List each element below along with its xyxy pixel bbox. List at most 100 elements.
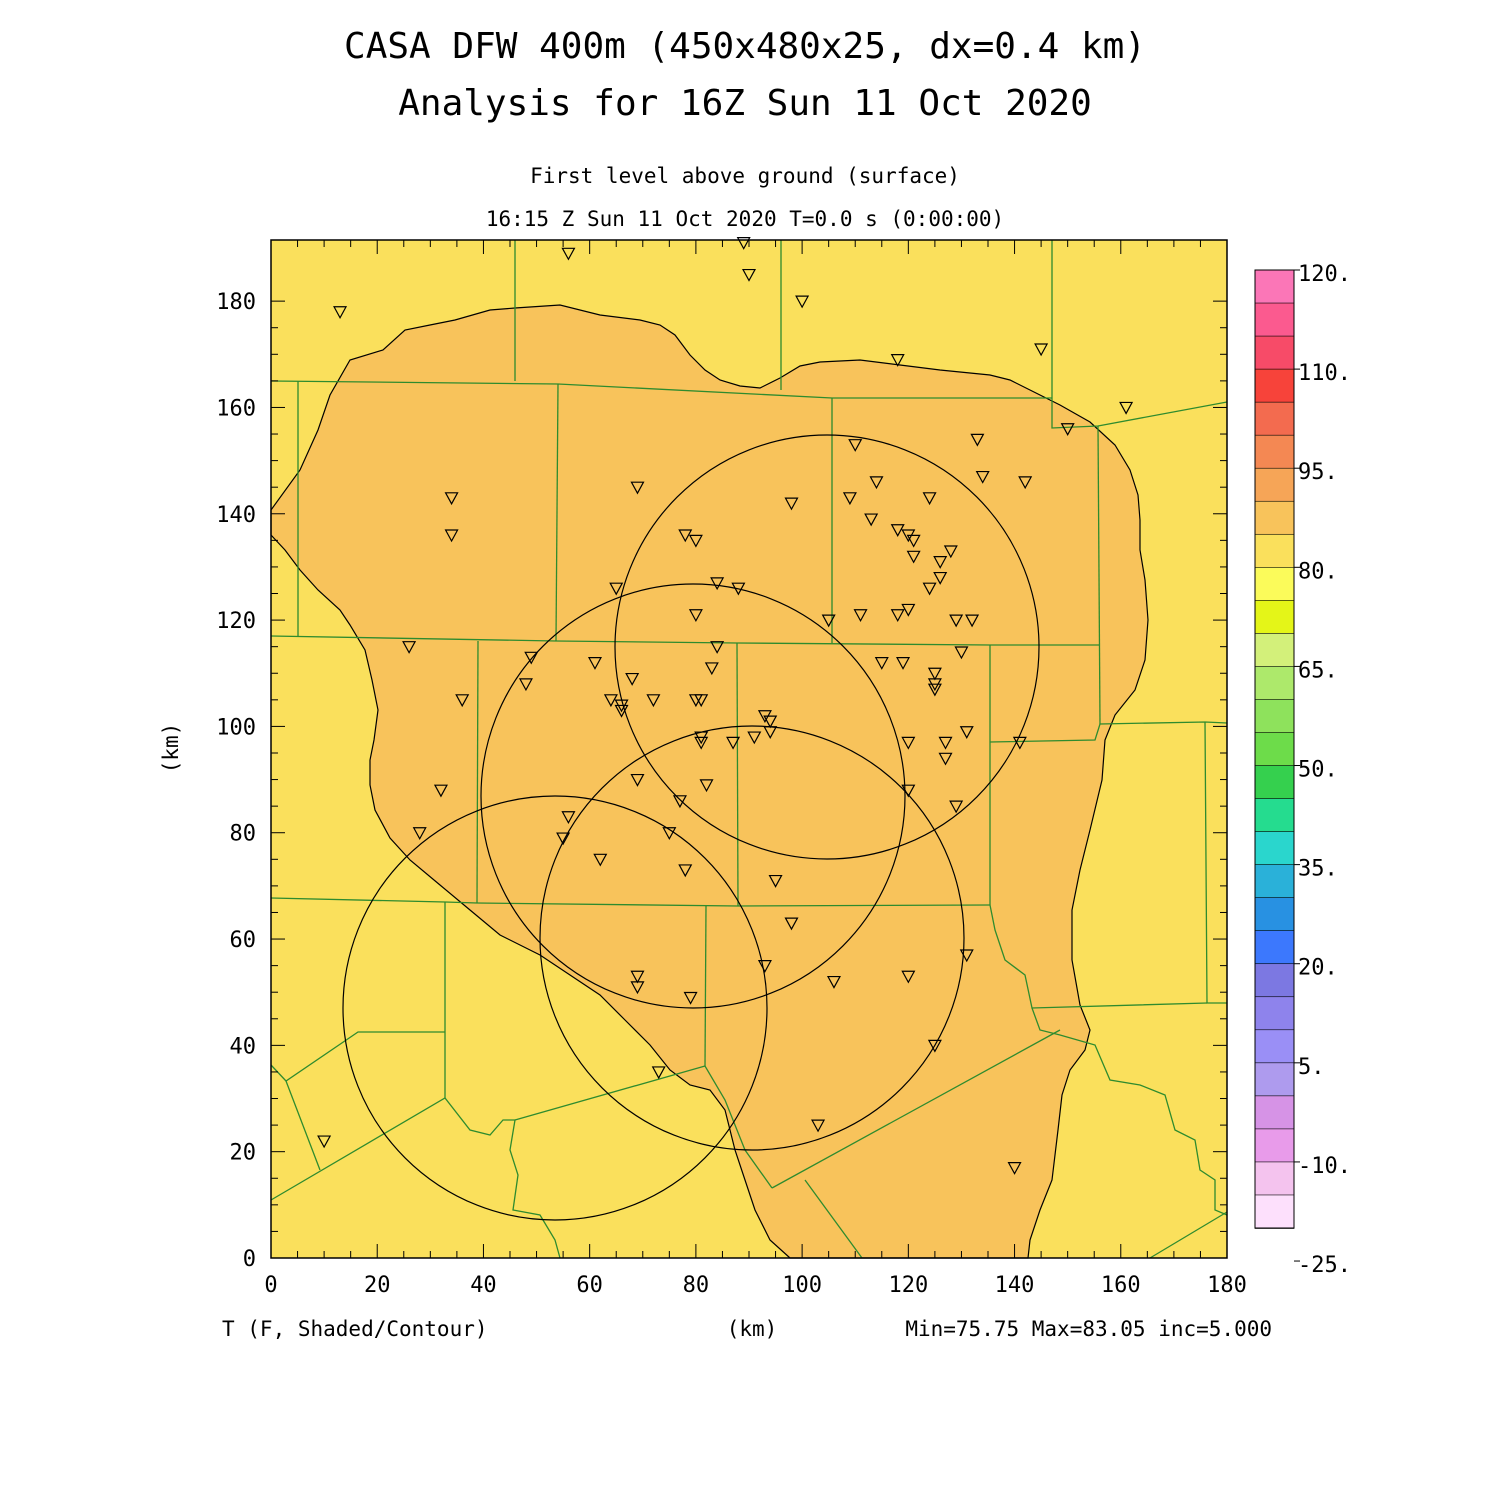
station-marker <box>1034 343 1049 357</box>
colorbar-swatch <box>1254 533 1295 569</box>
y-tick-label: 140 <box>216 503 256 528</box>
title-line-2: Analysis for 16Z Sun 11 Oct 2020 <box>398 83 1092 124</box>
range-ring <box>342 795 768 1221</box>
station-marker <box>678 529 693 543</box>
colorbar-swatch <box>1254 666 1295 701</box>
station-marker <box>768 874 783 888</box>
station-marker <box>1018 476 1033 490</box>
station-marker <box>795 295 810 309</box>
range-ring <box>614 434 1040 860</box>
colorbar-swatch <box>1254 831 1295 866</box>
station-marker <box>927 683 942 697</box>
station-marker <box>683 991 698 1005</box>
station-marker <box>726 736 741 750</box>
station-marker <box>890 524 905 537</box>
colorbar-swatch <box>1254 996 1295 1031</box>
station-marker <box>444 492 459 506</box>
colorbar-swatch <box>1254 567 1295 602</box>
station-marker <box>965 614 980 628</box>
station-marker <box>811 1119 826 1133</box>
station-marker <box>561 247 576 261</box>
station-marker <box>614 704 629 718</box>
y-tick-label: 160 <box>216 396 256 421</box>
station-marker <box>699 779 714 793</box>
station-marker <box>906 534 921 548</box>
colorbar: 120. 110. 95. 80. 65. 50. 35. 20. 5. -10. -25. <box>1254 262 1351 1278</box>
colorbar-swatch <box>1254 897 1295 932</box>
station-marker <box>954 646 969 660</box>
y-tick-label: 20 <box>230 1141 257 1166</box>
station-marker <box>906 550 921 564</box>
station-marker <box>333 306 348 320</box>
stats-label: Min=75.75 Max=83.05 inc=5.000 <box>905 1317 1272 1341</box>
station-marker <box>694 694 709 708</box>
station-marker <box>901 970 916 984</box>
y-tick-label: 80 <box>230 822 257 847</box>
colorbar-label: 50. <box>1298 758 1338 783</box>
colorbar-label: -10. <box>1298 1154 1351 1179</box>
x-tick-label: 100 <box>782 1273 822 1298</box>
colorbar-swatch <box>1254 633 1295 668</box>
y-tick-label: 0 <box>243 1247 256 1272</box>
station-marker <box>1060 423 1075 436</box>
x-tick-labels: 0 20 40 60 80 100 120 140 160 180 <box>264 1273 1247 1298</box>
station-marker <box>688 534 703 548</box>
station-marker <box>630 481 645 495</box>
station-marker <box>922 492 937 506</box>
station-marker <box>874 657 889 670</box>
station-marker <box>959 949 974 963</box>
station-marker <box>901 603 916 617</box>
x-tick-label: 20 <box>364 1273 391 1298</box>
x-tick-label: 60 <box>576 1273 603 1298</box>
x-tick-label: 140 <box>995 1273 1035 1298</box>
station-marker <box>603 694 618 708</box>
colorbar-swatch <box>1254 401 1295 436</box>
station-marker <box>625 672 640 686</box>
station-marker <box>688 609 703 623</box>
station-marker <box>890 609 905 623</box>
station-marker <box>890 354 905 367</box>
station-marker <box>949 614 964 628</box>
colorbar-label: 35. <box>1298 857 1338 882</box>
colorbar-swatch <box>1254 600 1295 635</box>
colorbar-swatch <box>1254 798 1295 833</box>
colorbar-label: 95. <box>1298 460 1338 485</box>
station-marker <box>853 609 868 623</box>
station-marker <box>922 582 937 596</box>
colorbar-swatch <box>1254 864 1295 899</box>
colorbar-label: -25. <box>1298 1253 1351 1278</box>
station-marker <box>1012 736 1027 750</box>
x-axis-label: (km) <box>727 1317 778 1341</box>
station-marker <box>747 731 762 745</box>
station-marker <box>933 571 948 585</box>
radar-range-rings <box>342 434 1040 1221</box>
field-label: T (F, Shaded/Contour) <box>222 1317 488 1341</box>
colorbar-swatch <box>1254 1062 1295 1097</box>
station-marker <box>651 1066 666 1080</box>
station-marker <box>784 497 799 511</box>
colorbar-swatch <box>1254 335 1295 370</box>
station-marker <box>842 492 857 506</box>
station-marker <box>630 773 645 787</box>
station-marker <box>630 981 645 995</box>
county-boundaries <box>270 240 1228 1259</box>
y-tick-label: 180 <box>216 290 256 315</box>
station-marker <box>943 545 958 559</box>
station-markers <box>317 237 1134 1175</box>
station-marker <box>662 827 677 840</box>
y-tick-label: 120 <box>216 609 256 634</box>
station-marker <box>455 694 470 708</box>
station-marker <box>710 641 725 654</box>
station-marker <box>444 529 459 543</box>
colorbar-swatch <box>1254 765 1295 800</box>
y-tick-label: 40 <box>230 1034 257 1059</box>
station-marker <box>784 917 799 931</box>
station-marker <box>646 694 661 708</box>
colorbar-swatch <box>1254 1095 1295 1130</box>
time-label: 16:15 Z Sun 11 Oct 2020 T=0.0 s (0:00:00… <box>486 207 1004 231</box>
station-marker <box>736 237 751 250</box>
station-marker <box>556 832 571 846</box>
minor-ticks <box>270 240 1228 1259</box>
colorbar-label: 120. <box>1298 262 1351 287</box>
colorbar-swatch <box>1254 963 1295 998</box>
